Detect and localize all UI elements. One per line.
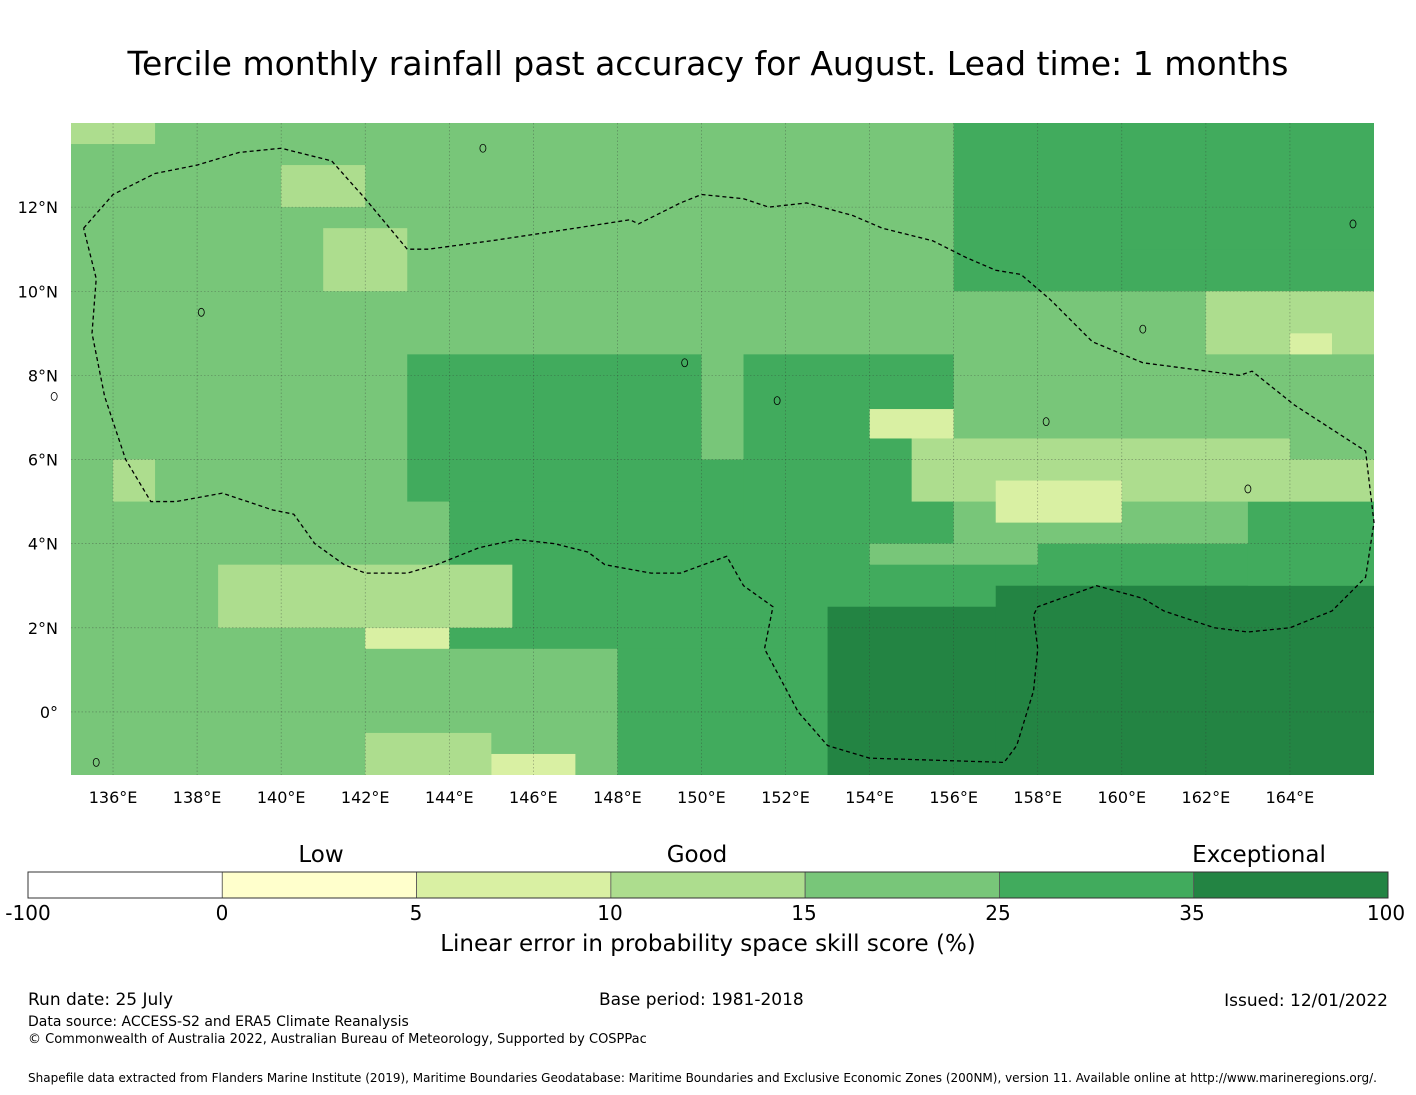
- eez-boundary: [82, 147, 1375, 764]
- lat-tick-label: 8°N: [28, 366, 58, 385]
- colorbar-tick: 35: [1179, 901, 1205, 925]
- category-label-good: Good: [666, 842, 728, 868]
- lon-tick-label: 136°E: [89, 788, 138, 807]
- colorbar-bin: [804, 871, 1000, 899]
- lon-tick-label: 154°E: [845, 788, 894, 807]
- colorbar-tick: 10: [597, 901, 623, 925]
- lon-tick-label: 160°E: [1097, 788, 1146, 807]
- island-outline: [1042, 417, 1050, 427]
- lat-tick-label: 0°: [40, 703, 58, 722]
- colorbar-tick: 25: [985, 901, 1011, 925]
- island-outline: [1349, 219, 1357, 229]
- eez-boundary-line: [82, 147, 1375, 764]
- latitude-tick-labels: 12°N 10°N 8°N 6°N 4°N 2°N 0°: [18, 198, 58, 722]
- colorbar-tick: 5: [409, 901, 423, 925]
- skill-cell: [995, 585, 1374, 775]
- lon-tick-label: 146°E: [509, 788, 558, 807]
- category-label-exceptional: Exceptional: [1192, 842, 1326, 868]
- lon-tick-label: 150°E: [677, 788, 726, 807]
- lat-tick-label: 2°N: [28, 619, 58, 638]
- colorbar-bin: [999, 871, 1195, 899]
- lat-tick-label: 4°N: [28, 535, 58, 554]
- colorbar-tick: 100: [1366, 901, 1406, 925]
- lon-tick-label: 142°E: [341, 788, 390, 807]
- lon-tick-label: 152°E: [761, 788, 810, 807]
- island-outline: [681, 358, 689, 368]
- colorbar-bin: [27, 871, 223, 899]
- colorbar-tick: 15: [791, 901, 817, 925]
- skill-cell: [281, 165, 366, 208]
- base-period: Base period: 1981-2018: [599, 990, 804, 1010]
- lon-tick-label: 138°E: [173, 788, 222, 807]
- island-outline: [197, 307, 205, 317]
- island-outline: [92, 757, 100, 767]
- colorbar-tick: -100: [5, 901, 51, 925]
- skill-cell: [113, 459, 156, 502]
- island-outline: [773, 396, 781, 406]
- run-date: Run date: 25 July: [28, 990, 174, 1010]
- skill-cell: [1289, 333, 1332, 355]
- colorbar-bin: [1193, 871, 1389, 899]
- lon-tick-label: 156°E: [929, 788, 978, 807]
- category-label-low: Low: [298, 842, 344, 868]
- skill-cell: [1247, 459, 1374, 502]
- lon-tick-label: 164°E: [1266, 788, 1315, 807]
- longitude-tick-labels: 136°E 138°E 140°E 142°E 144°E 146°E 148°E 150°E…: [89, 788, 1315, 807]
- colorbar-tick: 0: [215, 901, 229, 925]
- island-outline: [479, 143, 487, 153]
- colorbar-bin: [416, 871, 612, 899]
- map-gridlines: [71, 123, 1374, 775]
- lat-tick-label: 12°N: [18, 198, 58, 217]
- chart-title: Tercile monthly rainfall past accuracy f…: [127, 44, 1289, 83]
- lon-tick-label: 148°E: [593, 788, 642, 807]
- copyright-notice: © Commonwealth of Australia 2022, Austra…: [28, 1032, 647, 1047]
- lat-tick-label: 6°N: [28, 451, 58, 470]
- skill-cell: [365, 732, 492, 775]
- lon-tick-label: 158°E: [1013, 788, 1062, 807]
- colorbar: [27, 871, 1389, 899]
- island-outline: [1139, 324, 1147, 334]
- shapefile-credit: Shapefile data extracted from Flanders M…: [28, 1071, 1377, 1085]
- lon-tick-label: 144°E: [425, 788, 474, 807]
- colorbar-label: Linear error in probability space skill …: [440, 931, 976, 957]
- lon-tick-label: 140°E: [257, 788, 306, 807]
- colorbar-bin: [610, 871, 806, 899]
- skill-cell: [995, 480, 1122, 523]
- data-source: Data source: ACCESS-S2 and ERA5 Climate …: [28, 1014, 409, 1030]
- colorbar-bin: [221, 871, 417, 899]
- lon-tick-label: 162°E: [1182, 788, 1231, 807]
- coastlines: [50, 143, 1357, 767]
- island-outline: [1244, 484, 1252, 494]
- skill-cell: [869, 409, 954, 439]
- skill-cell: [1121, 123, 1374, 250]
- colorbar-outline: [27, 871, 1389, 899]
- skill-grid-cells: [71, 123, 1374, 775]
- lat-tick-label: 10°N: [18, 282, 58, 301]
- skill-cell: [407, 354, 702, 502]
- issued-date: Issued: 12/01/2022: [1224, 991, 1388, 1011]
- island-outline: [50, 392, 58, 401]
- skill-cell: [365, 627, 450, 649]
